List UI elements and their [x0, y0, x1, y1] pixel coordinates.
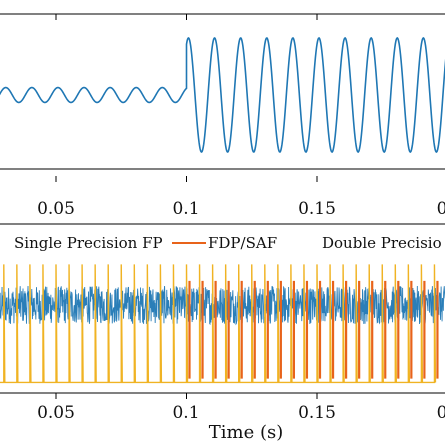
legend-label-single: Single Precision FP	[14, 234, 163, 252]
top-tick-label-1: 0.1	[172, 199, 199, 219]
series-fdp-saf	[188, 280, 439, 379]
top-tick-label-2: 0.15	[298, 199, 336, 219]
top-panel-ticks	[55, 14, 318, 182]
x-axis-title: Time (s)	[209, 422, 284, 443]
bottom-tick-label-0: 0.05	[37, 403, 75, 423]
bottom-panel-ticks	[55, 393, 318, 399]
bottom-panel-plot	[0, 264, 445, 384]
top-panel-plot	[0, 37, 445, 153]
legend-label-double: Double Precisio	[322, 234, 442, 252]
top-panel-tick-labels: 0.05 0.1 0.15 0	[37, 199, 445, 219]
bottom-tick-label-2: 0.15	[298, 403, 336, 423]
top-tick-label-0: 0.05	[37, 199, 75, 219]
legend-label-fdp: FDP/SAF	[208, 234, 277, 252]
top-tick-label-3: 0	[437, 199, 445, 219]
top-series-line	[0, 37, 445, 153]
bottom-panel-tick-labels: 0.05 0.1 0.15 0	[37, 403, 445, 423]
legend: Single Precision FP FDP/SAF Double Preci…	[14, 234, 442, 252]
bottom-tick-label-3: 0	[437, 403, 445, 423]
series-single-precision	[0, 285, 445, 326]
bottom-tick-label-1: 0.1	[172, 403, 199, 423]
series-double-precision	[0, 264, 437, 384]
